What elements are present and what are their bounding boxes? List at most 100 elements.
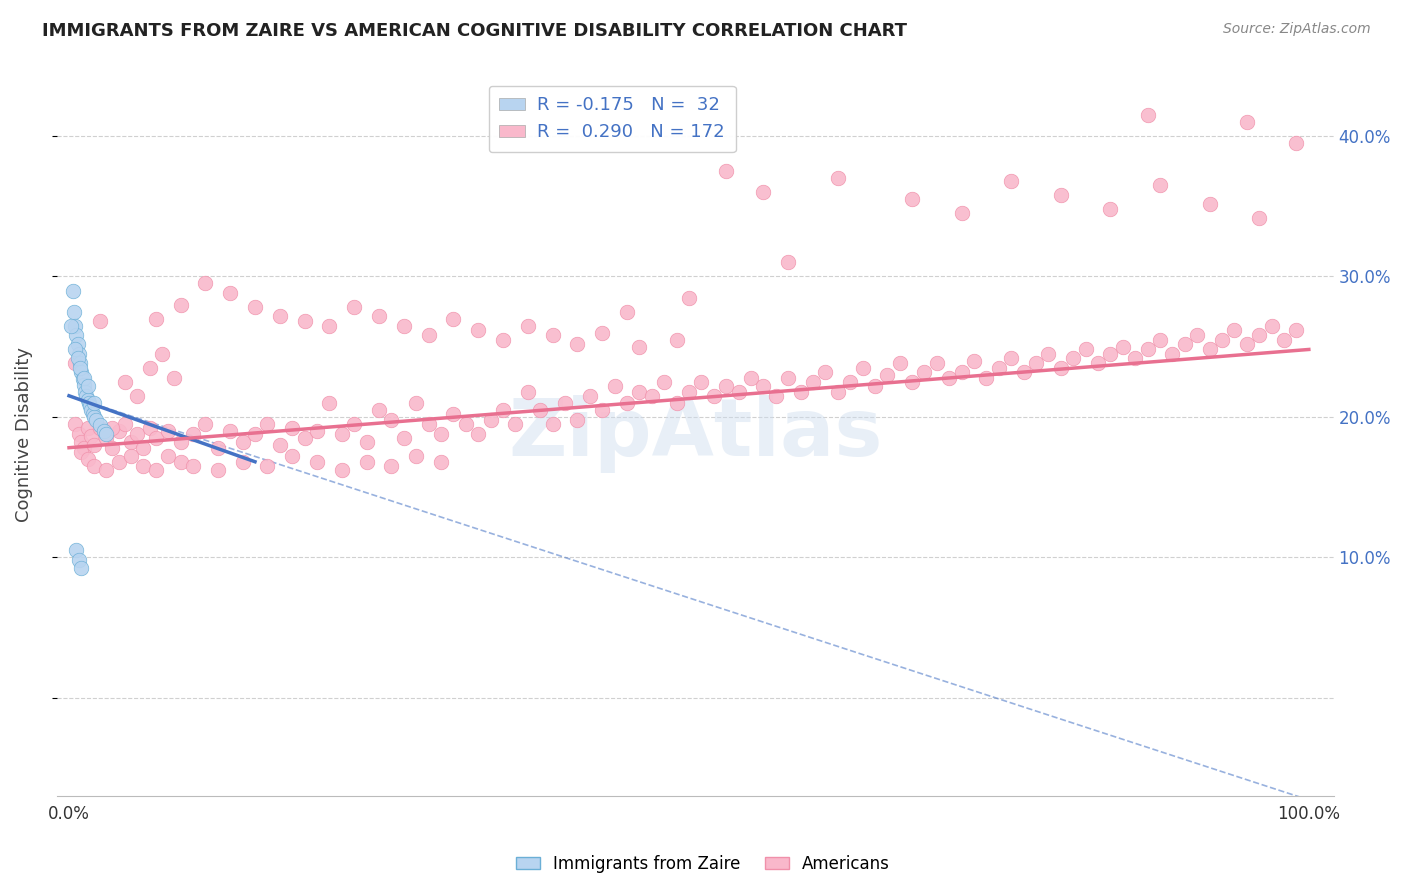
Point <box>96 426 118 441</box>
Point <box>441 407 464 421</box>
Point <box>392 431 415 445</box>
Point <box>652 375 675 389</box>
Point <box>368 402 391 417</box>
Point <box>67 426 90 441</box>
Point <box>1223 323 1246 337</box>
Point <box>392 318 415 333</box>
Point <box>554 396 576 410</box>
Point <box>628 384 651 399</box>
Point <box>83 396 105 410</box>
Point <box>616 396 638 410</box>
Point <box>827 171 849 186</box>
Point <box>789 384 811 399</box>
Point <box>89 314 111 328</box>
Point <box>243 426 266 441</box>
Point <box>356 435 378 450</box>
Point <box>89 421 111 435</box>
Point <box>418 417 440 431</box>
Point <box>256 417 278 431</box>
Point <box>219 424 242 438</box>
Point <box>63 357 86 371</box>
Point <box>132 441 155 455</box>
Point <box>1136 343 1159 357</box>
Point <box>963 353 986 368</box>
Point <box>67 553 90 567</box>
Point <box>976 370 998 384</box>
Point <box>145 431 167 445</box>
Point <box>1272 333 1295 347</box>
Point <box>65 328 87 343</box>
Point <box>1187 328 1209 343</box>
Point <box>1099 202 1122 216</box>
Point <box>1174 336 1197 351</box>
Point <box>801 375 824 389</box>
Point <box>243 301 266 315</box>
Point <box>84 412 107 426</box>
Point <box>368 309 391 323</box>
Point <box>591 326 613 340</box>
Point <box>1050 188 1073 202</box>
Point <box>63 304 86 318</box>
Point <box>938 370 960 384</box>
Point <box>77 396 100 410</box>
Point <box>281 421 304 435</box>
Point <box>157 449 180 463</box>
Point <box>89 418 111 433</box>
Text: ZipAtlas: ZipAtlas <box>508 395 883 474</box>
Point <box>1000 174 1022 188</box>
Point <box>256 458 278 473</box>
Point <box>778 370 800 384</box>
Point <box>987 360 1010 375</box>
Point <box>76 421 98 435</box>
Point <box>63 343 86 357</box>
Point <box>516 384 538 399</box>
Point <box>232 455 254 469</box>
Point <box>70 561 93 575</box>
Point <box>430 426 453 441</box>
Point <box>1285 136 1308 150</box>
Point <box>169 455 191 469</box>
Point <box>1050 360 1073 375</box>
Point <box>138 421 160 435</box>
Point <box>752 379 775 393</box>
Point <box>107 455 129 469</box>
Point <box>83 409 105 424</box>
Point <box>73 441 96 455</box>
Point <box>75 384 97 399</box>
Point <box>665 396 688 410</box>
Point <box>1198 343 1220 357</box>
Point <box>69 360 91 375</box>
Point <box>281 449 304 463</box>
Point <box>591 402 613 417</box>
Point <box>516 318 538 333</box>
Point <box>93 424 115 438</box>
Point <box>778 255 800 269</box>
Point <box>541 328 564 343</box>
Point <box>181 426 204 441</box>
Point <box>505 417 527 431</box>
Point <box>63 417 86 431</box>
Point <box>714 379 737 393</box>
Point <box>101 421 124 435</box>
Point <box>62 284 84 298</box>
Point <box>567 336 589 351</box>
Point <box>889 357 911 371</box>
Point <box>925 357 948 371</box>
Point <box>1236 115 1258 129</box>
Point <box>330 426 353 441</box>
Point <box>765 389 787 403</box>
Point <box>343 301 366 315</box>
Point <box>703 389 725 403</box>
Point <box>901 192 924 206</box>
Point <box>603 379 626 393</box>
Point <box>114 417 136 431</box>
Point <box>441 311 464 326</box>
Point <box>1149 178 1171 193</box>
Point <box>70 445 93 459</box>
Point <box>492 402 515 417</box>
Point <box>1260 318 1282 333</box>
Point <box>714 164 737 178</box>
Text: IMMIGRANTS FROM ZAIRE VS AMERICAN COGNITIVE DISABILITY CORRELATION CHART: IMMIGRANTS FROM ZAIRE VS AMERICAN COGNIT… <box>42 22 907 40</box>
Point <box>1249 211 1271 225</box>
Point <box>76 451 98 466</box>
